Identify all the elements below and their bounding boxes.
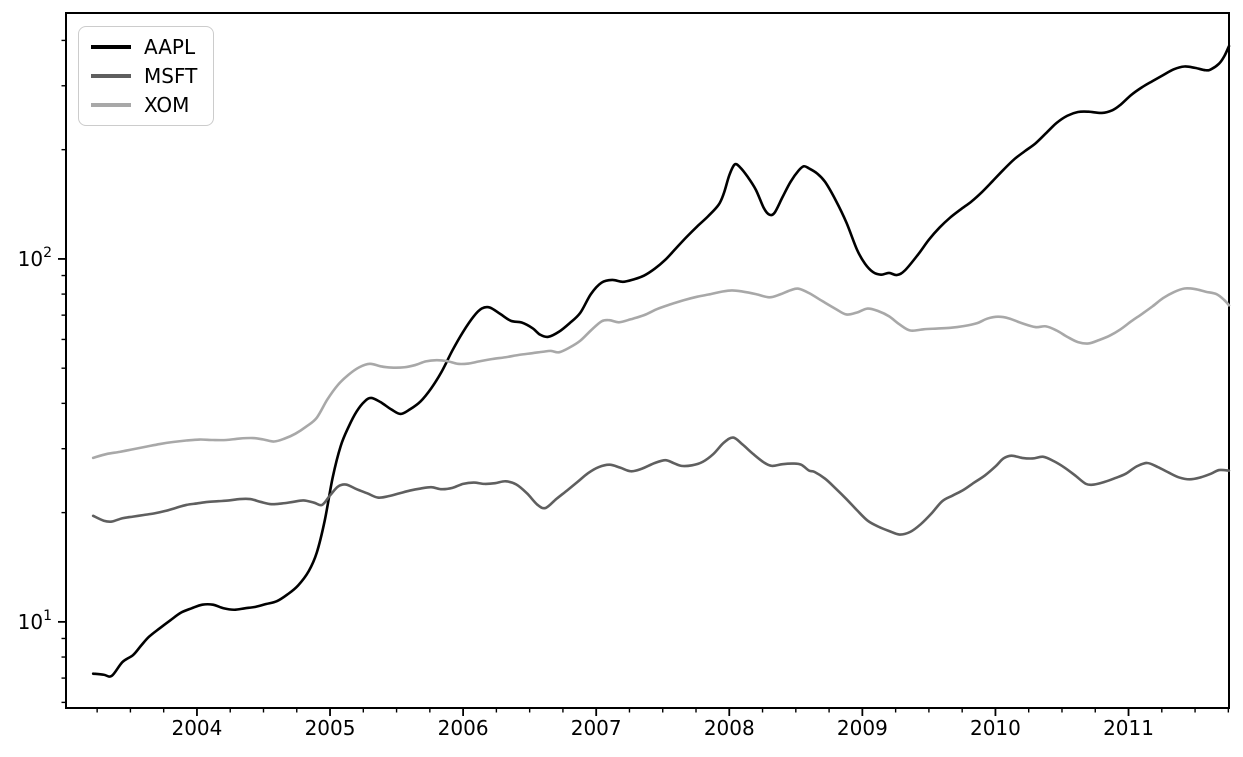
legend-label-aapl: AAPL [144, 35, 196, 59]
legend-line-sample-xom [91, 103, 131, 107]
y-tick-label: 101 [18, 608, 52, 634]
legend-entry-msft: MSFT [91, 66, 197, 86]
x-tick-label: 2005 [305, 716, 356, 740]
legend-entry-xom: XOM [91, 95, 197, 115]
y-tick-label: 102 [18, 245, 52, 271]
x-tick-label: 2011 [1103, 716, 1154, 740]
x-tick-label: 2008 [704, 716, 755, 740]
legend-line-sample-aapl [91, 45, 131, 49]
legend-line-sample-msft [91, 74, 131, 78]
legend-label-msft: MSFT [144, 64, 198, 88]
legend: AAPL MSFT XOM [78, 26, 215, 126]
legend-label-xom: XOM [144, 93, 190, 117]
x-tick-label: 2009 [837, 716, 888, 740]
series-line-xom [91, 286, 1231, 460]
x-tick-label: 2007 [571, 716, 622, 740]
x-tick-label: 2010 [970, 716, 1021, 740]
x-tick-label: 2006 [438, 716, 489, 740]
x-tick-label: 2004 [171, 716, 222, 740]
legend-entry-aapl: AAPL [91, 37, 197, 57]
series-line-msft [91, 436, 1231, 536]
axes-frame [65, 12, 1230, 709]
series-line-aapl [91, 44, 1231, 678]
